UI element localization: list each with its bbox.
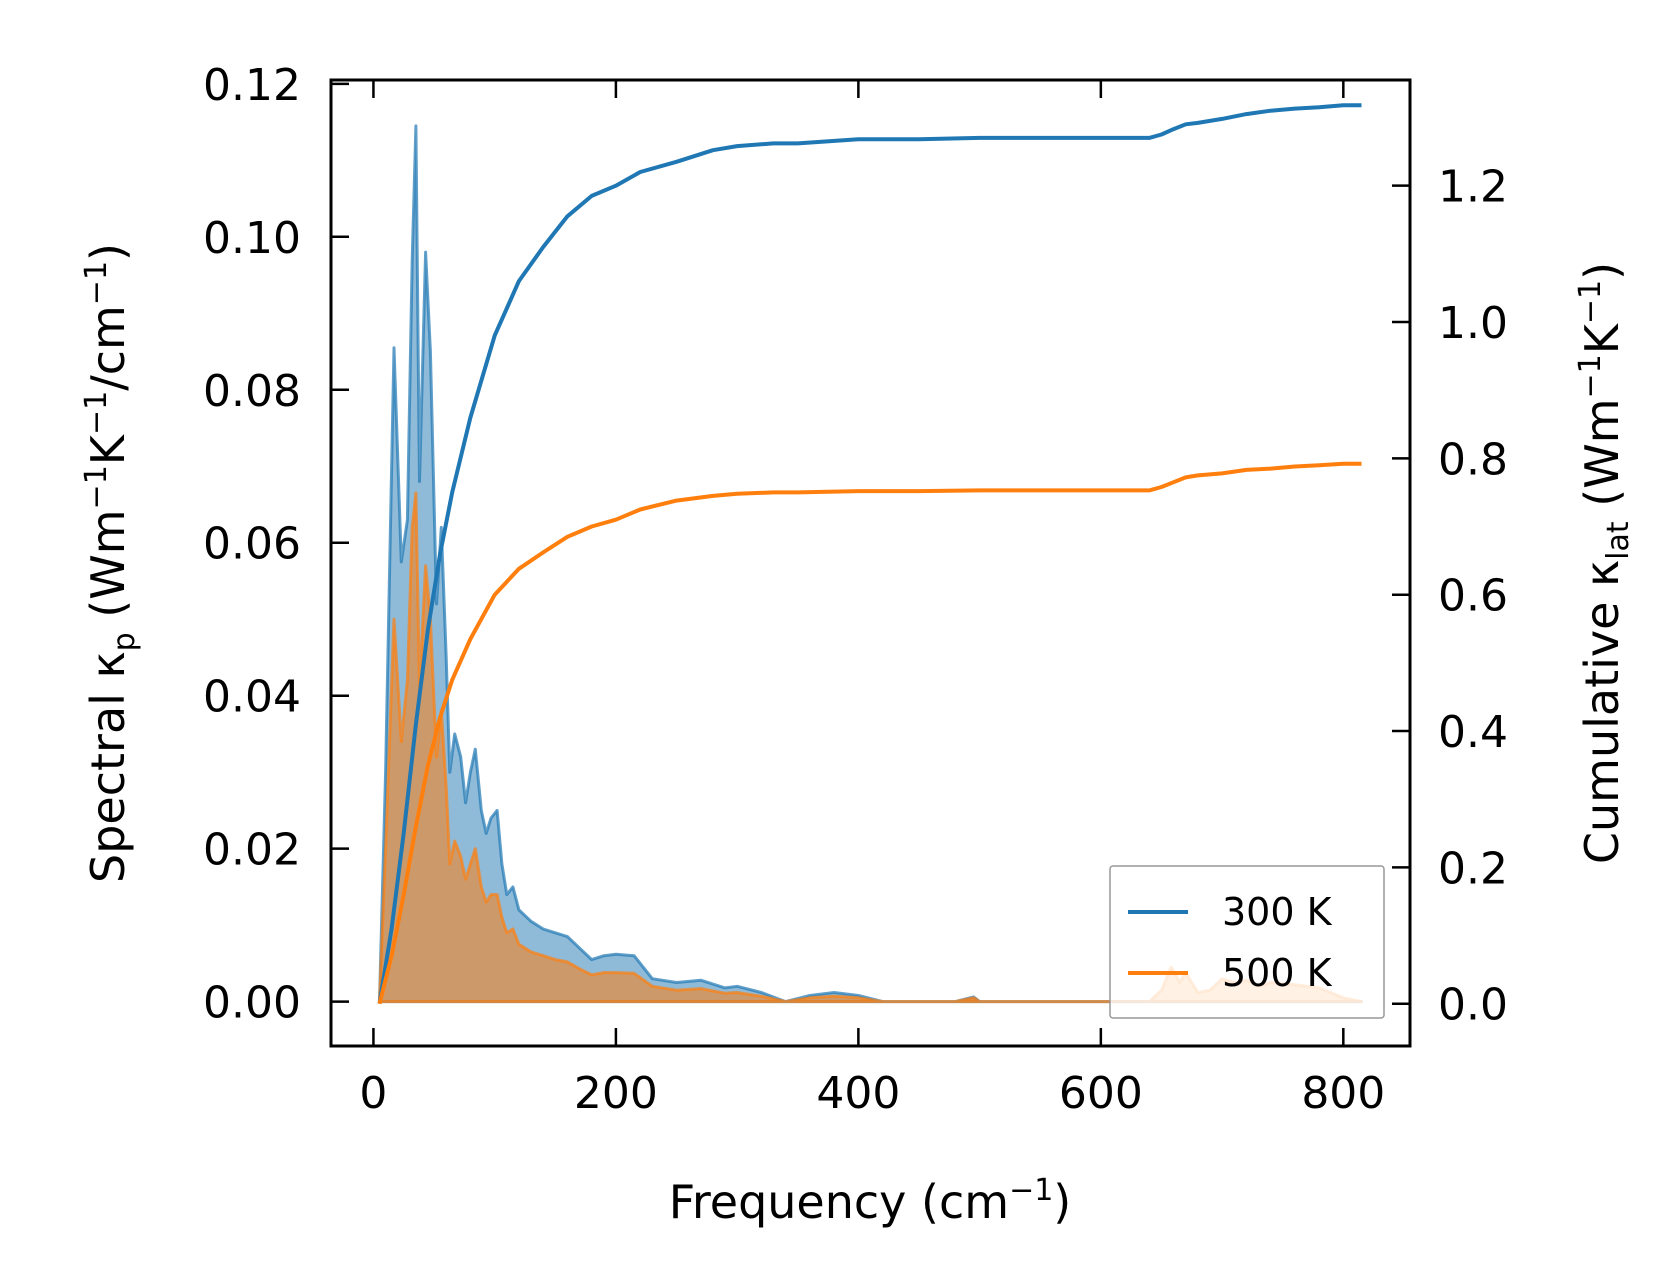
- y-left-tick-label-3: 0.06: [203, 519, 301, 570]
- x-tick-label-1: 200: [574, 1068, 658, 1119]
- y-left-tick-label-0: 0.00: [203, 978, 301, 1029]
- x-tick-label-3: 600: [1059, 1068, 1143, 1119]
- y-right-tick-label-1: 0.2: [1438, 843, 1508, 894]
- tick-layer: 0 200 400 600 800 0.00 0.02 0.04 0.06 0.08 0.10 0.1…: [203, 60, 1508, 1119]
- x-tick-label-4: 800: [1301, 1068, 1385, 1119]
- cumulative-line-500k: [377, 461, 1362, 1005]
- legend-label-500k: 500 K: [1222, 951, 1333, 995]
- line-layer: [377, 103, 1362, 1005]
- y-left-tick-label-2: 0.04: [203, 672, 301, 723]
- plot-frame: [329, 78, 1412, 1048]
- y-left-tick-label-4: 0.08: [203, 366, 301, 417]
- y-right-tick-label-0: 0.0: [1438, 980, 1508, 1031]
- legend: 300 K 500 K: [1109, 865, 1385, 1019]
- x-tick-label-0: 0: [359, 1068, 387, 1119]
- y-right-tick-label-5: 1.0: [1438, 298, 1508, 349]
- legend-label-300k: 300 K: [1222, 890, 1333, 934]
- y-right-tick-label-6: 1.2: [1438, 162, 1508, 213]
- left-y-axis-title: Spectral κp (Wm−1K−1/cm−1): [79, 243, 142, 883]
- y-right-tick-label-3: 0.6: [1438, 571, 1508, 622]
- y-left-tick-label-1: 0.02: [203, 825, 301, 876]
- x-tick-label-2: 400: [816, 1068, 900, 1119]
- y-left-tick-label-5: 0.10: [203, 213, 301, 264]
- y-right-tick-label-4: 0.8: [1438, 434, 1508, 485]
- x-axis-title: Frequency (cm−1): [669, 1173, 1072, 1229]
- right-y-axis-title: Cumulative κlat (Wm−1K−1): [1573, 262, 1636, 864]
- legend-frame: [1109, 865, 1385, 1019]
- y-right-tick-label-2: 0.4: [1438, 707, 1508, 758]
- cumulative-line-300k: [377, 103, 1362, 1005]
- y-left-tick-label-6: 0.12: [203, 60, 301, 111]
